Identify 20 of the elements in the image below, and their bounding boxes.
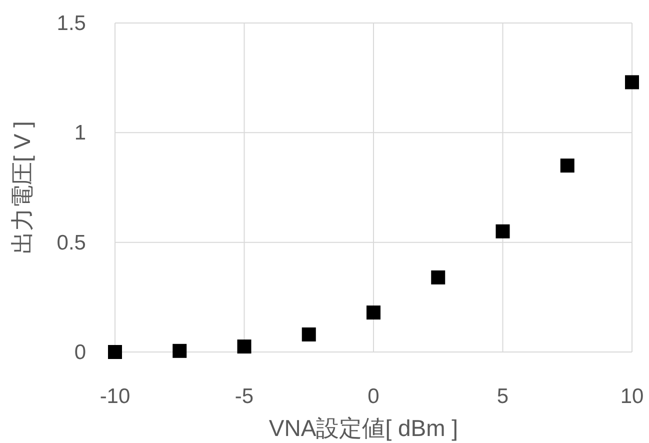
x-tick-label: 5: [496, 385, 509, 408]
y-tick-label: 1.5: [56, 12, 86, 35]
x-tick-label: 10: [620, 385, 644, 408]
x-tick-label: 0: [368, 385, 380, 408]
point: [302, 327, 316, 342]
point: [237, 340, 252, 354]
point: [366, 306, 380, 320]
x-tick-label: -10: [100, 385, 130, 408]
y-tick-label: 1: [74, 122, 86, 145]
y-tick-label: 0: [74, 341, 86, 364]
point: [625, 75, 639, 90]
x-tick-label: -5: [234, 385, 254, 408]
point: [108, 345, 122, 359]
y-axis-title: 出力電圧[ V ]: [9, 121, 35, 254]
y-tick-label: 0.5: [56, 231, 86, 254]
x-axis-title: VNA設定値[ dBm ]: [268, 415, 458, 441]
point: [172, 344, 187, 358]
point: [431, 270, 446, 284]
point: [496, 224, 510, 238]
point: [560, 158, 574, 173]
